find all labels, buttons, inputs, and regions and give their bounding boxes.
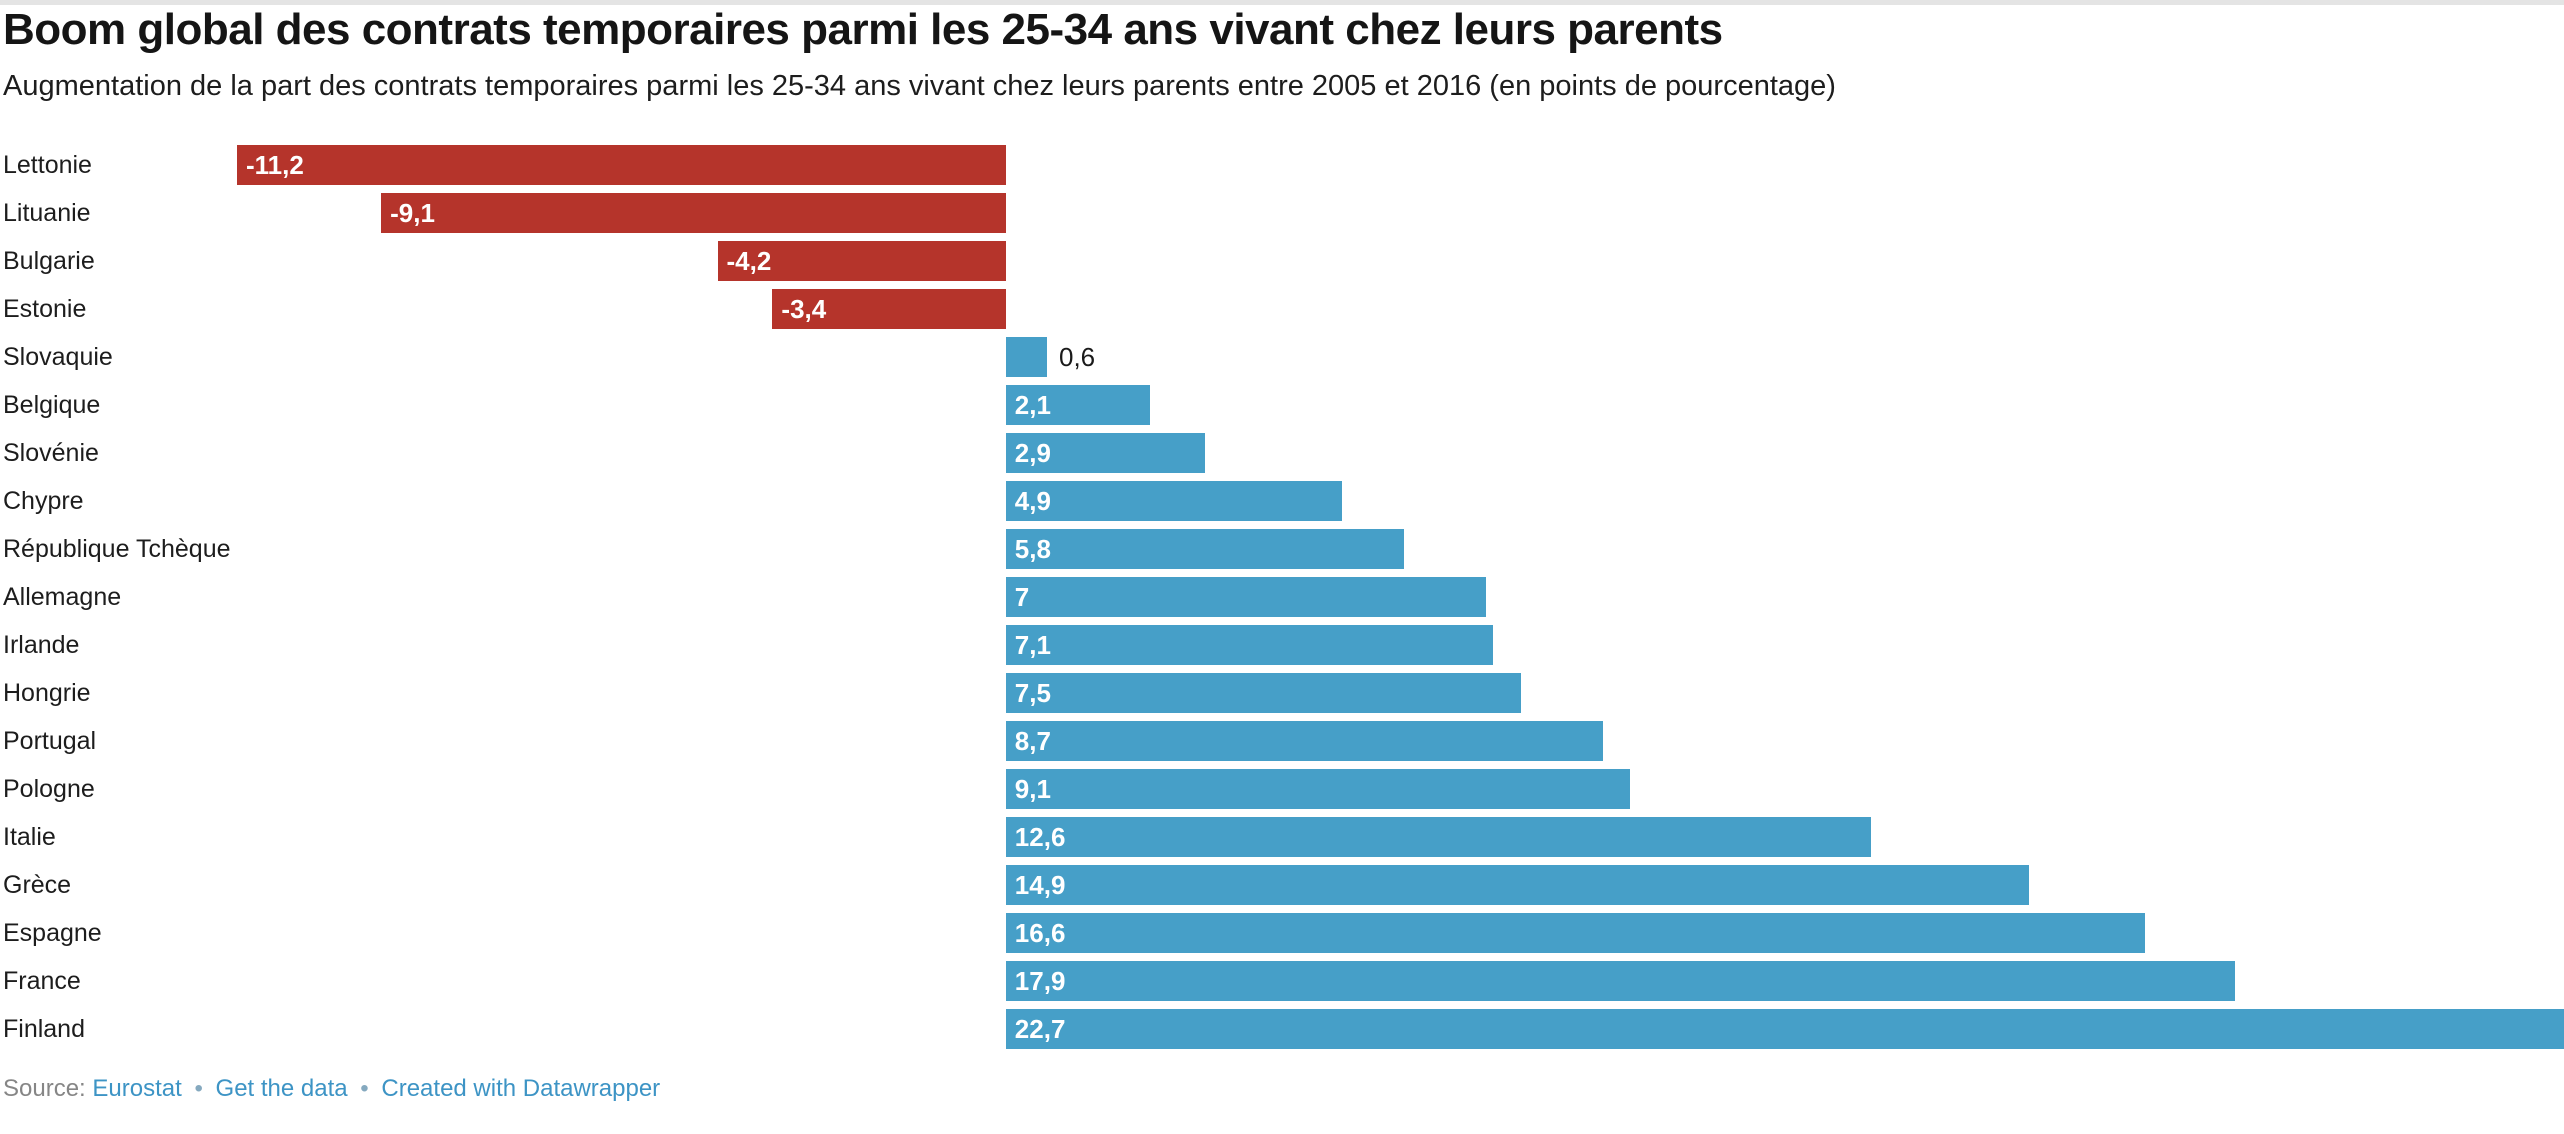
category-label: Italie bbox=[3, 823, 56, 851]
value-label: -3,4 bbox=[781, 294, 827, 324]
footer-separator: • bbox=[194, 1075, 203, 1102]
chart-row: Chypre 4,9 bbox=[0, 477, 2564, 525]
chart-row: Finland 22,7 bbox=[0, 1005, 2564, 1053]
bar[interactable]: 4,9 bbox=[1005, 481, 1343, 521]
chart-row: Lettonie -11,2 bbox=[0, 141, 2564, 189]
category-label: Slovénie bbox=[3, 439, 99, 467]
chart-subtitle: Augmentation de la part des contrats tem… bbox=[3, 70, 1836, 102]
bar[interactable]: 5,8 bbox=[1005, 529, 1404, 569]
category-label: Espagne bbox=[3, 919, 102, 947]
value-label: 7,1 bbox=[1014, 630, 1051, 660]
chart-row: Allemagne 7 bbox=[0, 573, 2564, 621]
value-label: 4,9 bbox=[1014, 486, 1051, 516]
bar[interactable]: 22,7 bbox=[1005, 1009, 2564, 1049]
category-label: Estonie bbox=[3, 295, 87, 323]
value-label: -11,2 bbox=[246, 150, 304, 180]
bar[interactable]: 12,6 bbox=[1005, 817, 1871, 857]
category-label: Pologne bbox=[3, 775, 95, 803]
chart-row: Hongrie 7,5 bbox=[0, 669, 2564, 717]
chart-row: Irlande 7,1 bbox=[0, 621, 2564, 669]
chart-title: Boom global des contrats temporaires par… bbox=[3, 5, 1723, 54]
value-label: 14,9 bbox=[1014, 870, 1066, 900]
category-label: Grèce bbox=[3, 871, 72, 899]
value-label: 2,1 bbox=[1014, 390, 1051, 420]
top-border bbox=[0, 0, 2564, 5]
category-label: France bbox=[3, 967, 81, 995]
bar[interactable]: -9,1 bbox=[381, 193, 1006, 233]
value-label: 5,8 bbox=[1014, 534, 1051, 564]
bar[interactable]: -4,2 bbox=[717, 241, 1006, 281]
value-label: 7,5 bbox=[1014, 678, 1051, 708]
value-label: 9,1 bbox=[1014, 774, 1051, 804]
source-link-eurostat[interactable]: Eurostat bbox=[92, 1075, 182, 1102]
value-label: 0,6 bbox=[1058, 342, 1096, 372]
chart-row: Grèce 14,9 bbox=[0, 861, 2564, 909]
bar[interactable]: 17,9 bbox=[1005, 961, 2235, 1001]
value-label: 22,7 bbox=[1014, 1014, 1066, 1044]
value-label: 7 bbox=[1014, 582, 1030, 612]
bar[interactable]: 9,1 bbox=[1005, 769, 1631, 809]
bar[interactable]: 8,7 bbox=[1005, 721, 1603, 761]
value-label: -4,2 bbox=[726, 246, 772, 276]
bar[interactable]: 2,9 bbox=[1005, 433, 1205, 473]
datawrapper-credit-link[interactable]: Created with Datawrapper bbox=[381, 1075, 661, 1102]
chart-row: Pologne 9,1 bbox=[0, 765, 2564, 813]
bar[interactable]: 2,1 bbox=[1005, 385, 1150, 425]
category-label: Belgique bbox=[3, 391, 101, 419]
value-label: 17,9 bbox=[1014, 966, 1066, 996]
category-label: Hongrie bbox=[3, 679, 91, 707]
chart-row: Lituanie -9,1 bbox=[0, 189, 2564, 237]
chart-row: Bulgarie -4,2 bbox=[0, 237, 2564, 285]
bar[interactable]: -11,2 bbox=[237, 145, 1006, 185]
get-the-data-link[interactable]: Get the data bbox=[215, 1075, 348, 1102]
bar[interactable] bbox=[1005, 337, 1047, 377]
bar[interactable]: 7 bbox=[1005, 577, 1487, 617]
chart-row: République Tchèque 5,8 bbox=[0, 525, 2564, 573]
bar[interactable]: 16,6 bbox=[1005, 913, 2146, 953]
value-label: 16,6 bbox=[1014, 918, 1066, 948]
bar[interactable]: 14,9 bbox=[1005, 865, 2029, 905]
category-label: Chypre bbox=[3, 487, 84, 515]
chart-row: Italie 12,6 bbox=[0, 813, 2564, 861]
category-label: République Tchèque bbox=[3, 535, 231, 563]
bar-chart: Lettonie -11,2 Lituanie -9,1 Bulgarie -4,2 Est… bbox=[0, 141, 2564, 1053]
category-label: Bulgarie bbox=[3, 247, 95, 275]
category-label: Irlande bbox=[3, 631, 80, 659]
bar[interactable]: 7,1 bbox=[1005, 625, 1494, 665]
source-label: Source: bbox=[3, 1075, 86, 1102]
category-label: Finland bbox=[3, 1015, 85, 1043]
category-label: Slovaquie bbox=[3, 343, 113, 371]
value-label: 8,7 bbox=[1014, 726, 1051, 756]
category-label: Portugal bbox=[3, 727, 97, 755]
chart-row: Slovaquie 0,6 bbox=[0, 333, 2564, 381]
footer-separator: • bbox=[360, 1075, 369, 1102]
chart-row: Portugal 8,7 bbox=[0, 717, 2564, 765]
chart-row: Belgique 2,1 bbox=[0, 381, 2564, 429]
bar[interactable]: -3,4 bbox=[772, 289, 1006, 329]
chart-row: Slovénie 2,9 bbox=[0, 429, 2564, 477]
chart-row: Estonie -3,4 bbox=[0, 285, 2564, 333]
category-label: Lituanie bbox=[3, 199, 91, 227]
chart-row: Espagne 16,6 bbox=[0, 909, 2564, 957]
value-label: -9,1 bbox=[390, 198, 435, 228]
chart-footer: Source: Eurostat • Get the data • Create… bbox=[3, 1074, 660, 1104]
value-label: 2,9 bbox=[1014, 438, 1051, 468]
chart-row: France 17,9 bbox=[0, 957, 2564, 1005]
category-label: Allemagne bbox=[3, 583, 122, 611]
category-label: Lettonie bbox=[3, 151, 92, 179]
bar[interactable]: 7,5 bbox=[1005, 673, 1521, 713]
value-label: 12,6 bbox=[1014, 822, 1066, 852]
